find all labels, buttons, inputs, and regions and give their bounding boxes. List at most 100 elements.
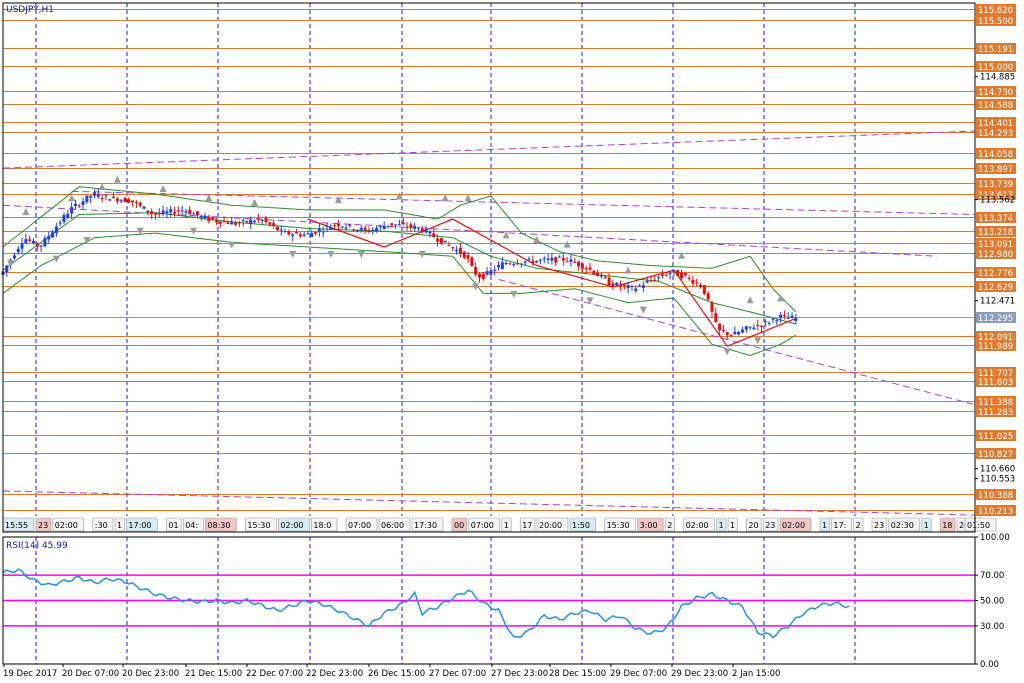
level-label-2: 115.191 [978,45,1013,55]
candle-202 [771,317,775,324]
candle-3 [12,252,16,260]
candle-body-198 [756,324,760,326]
x-tick-label-9: 28 Dec 15:00 [549,669,606,679]
candle-60 [230,216,234,225]
candle-body-145 [554,257,558,263]
candle-196 [748,326,752,331]
time-tag-bg-6 [166,517,182,532]
time-tag-bg-26 [727,517,738,532]
level-label-5: 114.588 [978,101,1013,111]
candle-103 [394,224,398,229]
candle-149 [569,254,573,267]
candle-41 [157,208,161,218]
fractal-up-0 [22,208,30,216]
candle-44 [169,205,173,217]
candle-19 [73,199,77,210]
candle-body-123 [470,257,474,266]
candle-166 [634,285,638,293]
candle-128 [489,267,493,280]
candle-body-62 [237,222,241,224]
candle-body-133 [508,263,512,265]
candle-body-64 [245,220,249,223]
candle-54 [207,214,211,224]
candle-body-7 [28,239,32,241]
candle-body-54 [207,216,211,222]
candle-body-157 [599,275,603,277]
candle-body-130 [497,265,501,268]
time-tag-bg-17 [501,517,512,532]
candle-132 [504,260,508,265]
level-label-bg-24 [976,430,1016,441]
candle-body-184 [702,285,706,294]
candle-body-181 [691,279,695,284]
candle-127 [485,266,489,276]
candle-body-173 [660,274,664,277]
candle-body-110 [420,228,424,232]
candle-89 [340,225,344,229]
candle-66 [253,219,257,224]
candle-133 [508,262,512,265]
level-label-25: 110.827 [978,450,1013,460]
candle-56 [214,217,218,225]
candle-93 [355,229,359,233]
fractal-up-8 [395,192,403,200]
time-tag-bg-3 [92,517,114,532]
candle-47 [180,205,184,215]
candle-32 [123,196,127,202]
candle-81 [310,230,314,238]
candle-82 [314,231,318,236]
candle-139 [531,255,535,266]
candle-body-58 [222,221,226,223]
candle-body-78 [298,234,302,237]
candle-body-45 [173,212,177,214]
fractal-up-16 [746,296,754,304]
candle-135 [516,259,520,266]
candle-body-68 [260,219,264,221]
candle-body-201 [767,322,771,324]
fractal-up-11 [502,231,510,239]
time-tag-5: 17:00 [128,521,151,530]
time-tag-bg-24 [683,517,715,532]
candle-body-46 [176,210,180,212]
candle-body-188 [718,323,722,331]
candle-46 [176,206,180,216]
level-label-15: 112.980 [978,250,1013,260]
candle-199 [760,325,764,332]
candle-8 [31,238,35,245]
candle-137 [523,260,527,267]
candle-95 [363,225,367,234]
candle-body-154 [588,267,592,270]
candle-101 [386,225,390,229]
candle-body-140 [535,260,539,263]
candle-body-208 [794,317,798,321]
time-tag-8: 08:30 [207,521,230,530]
fractal-up-4 [159,184,167,192]
candle-194 [740,326,744,334]
candle-body-34 [131,200,135,203]
x-tick-label-5: 22 Dec 23:00 [306,669,363,679]
candle-117 [447,241,451,247]
time-tag-16: 07:00 [471,521,494,530]
candle-11 [43,235,47,248]
fractal-down-14 [723,348,731,356]
time-tag-bg-8 [205,517,237,532]
candle-27 [104,194,108,201]
candle-96 [367,226,371,234]
candle-159 [607,272,611,286]
candle-119 [455,246,459,255]
level-label-26: 110.388 [978,491,1013,501]
candle-42 [161,205,165,217]
time-tag-bg-28 [762,517,779,532]
candle-body-119 [455,250,459,252]
candle-22 [85,195,89,204]
candle-193 [737,330,741,336]
candle-160 [611,279,615,291]
time-tag-34: 02:30 [891,521,914,530]
bollinger-middle [2,212,796,325]
candle-body-137 [523,261,527,263]
candle-107 [409,222,413,232]
candle-53 [203,212,207,221]
price-tick-label-3: 110.660 [980,465,1015,475]
candle-187 [714,308,718,323]
candle-171 [653,275,657,282]
